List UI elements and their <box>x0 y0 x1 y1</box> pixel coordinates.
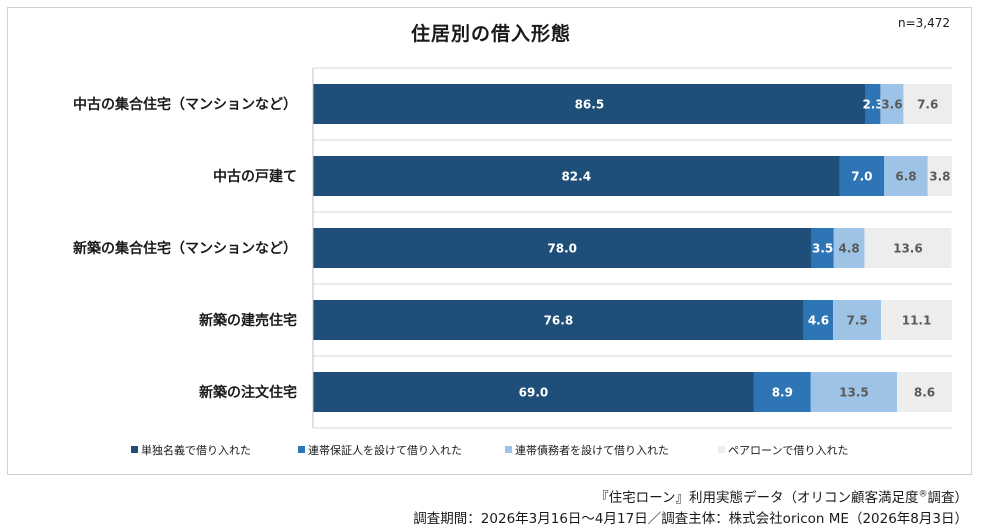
bar-segment-s1 <box>865 84 881 124</box>
data-label: 11.1 <box>902 314 932 328</box>
legend-swatch <box>131 446 138 453</box>
source-suffix: 調査） <box>927 490 969 506</box>
bar-segment-s1 <box>753 372 811 412</box>
data-label: 82.4 <box>561 170 591 184</box>
bar-segment-s3 <box>881 300 952 340</box>
category-label: 新築の建売住宅 <box>199 312 297 329</box>
data-label: 78.0 <box>547 242 577 256</box>
data-label: 6.8 <box>895 170 916 184</box>
bar-segment-s2 <box>884 156 928 196</box>
data-label: 69.0 <box>519 386 549 400</box>
bar-segment-s0 <box>313 228 812 268</box>
bar-segment-s2 <box>880 84 904 124</box>
source-note: 『住宅ローン』利用実態データ（オリコン顧客満足度®調査） <box>595 486 969 507</box>
data-label: 76.8 <box>544 314 574 328</box>
legend-label: 連帯債務者を設けて借り入れた <box>515 443 669 457</box>
chart-title: 住居別の借入形態 <box>410 23 571 45</box>
bar-segment-s1 <box>839 156 885 196</box>
data-label: 2.3 <box>862 98 883 112</box>
data-label: 4.8 <box>838 242 859 256</box>
bar-segment-s2 <box>810 372 898 412</box>
bar-segment-s2 <box>833 300 882 340</box>
legend-label: 連帯保証人を設けて借り入れた <box>308 443 462 457</box>
data-label: 3.5 <box>812 242 833 256</box>
data-label: 7.6 <box>917 98 938 112</box>
sample-size: n=3,472 <box>897 16 950 30</box>
data-label: 86.5 <box>575 98 605 112</box>
bar-segment-s3 <box>903 84 952 124</box>
data-label: 7.5 <box>846 314 867 328</box>
data-label: 3.8 <box>929 170 950 184</box>
legend-swatch <box>505 446 512 453</box>
legend-swatch <box>718 446 725 453</box>
survey-period: 調査期間：2026年3月16日～4月17日／調査主体：株式会社oricon ME… <box>413 511 968 527</box>
data-label: 3.6 <box>881 98 902 112</box>
bar-segment-s0 <box>313 84 866 124</box>
legend-label: ペアローンで借り入れた <box>728 444 848 457</box>
data-label: 13.5 <box>839 386 869 400</box>
registered-mark: ® <box>918 489 928 500</box>
bar-segment-s3 <box>927 156 952 196</box>
legend-swatch <box>298 446 305 453</box>
data-label: 8.6 <box>914 386 935 400</box>
bar-segment-s0 <box>313 156 840 196</box>
bar-segment-s2 <box>833 228 865 268</box>
legend-label: 単独名義で借り入れた <box>141 443 251 457</box>
source-prefix: 『住宅ローン』利用実態データ（オリコン顧客満足度 <box>595 490 919 506</box>
data-label: 4.6 <box>808 314 829 328</box>
bar-segment-s0 <box>313 372 754 412</box>
category-label: 新築の注文住宅 <box>199 384 297 401</box>
bar-segment-s1 <box>803 300 834 340</box>
data-label: 13.6 <box>893 242 923 256</box>
category-label: 新築の集合住宅（マンションなど） <box>73 240 297 257</box>
category-label: 中古の戸建て <box>213 168 297 185</box>
data-label: 8.9 <box>772 386 793 400</box>
bar-segment-s1 <box>811 228 834 268</box>
bar-segment-s0 <box>313 300 804 340</box>
bar-segment-s3 <box>897 372 952 412</box>
category-label: 中古の集合住宅（マンションなど） <box>73 96 297 113</box>
bar-segment-s3 <box>864 228 952 268</box>
data-label: 7.0 <box>851 170 872 184</box>
